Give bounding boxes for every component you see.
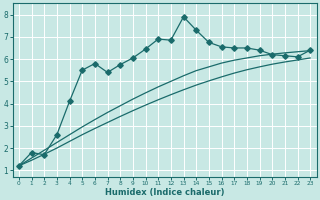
X-axis label: Humidex (Indice chaleur): Humidex (Indice chaleur) [105,188,224,197]
